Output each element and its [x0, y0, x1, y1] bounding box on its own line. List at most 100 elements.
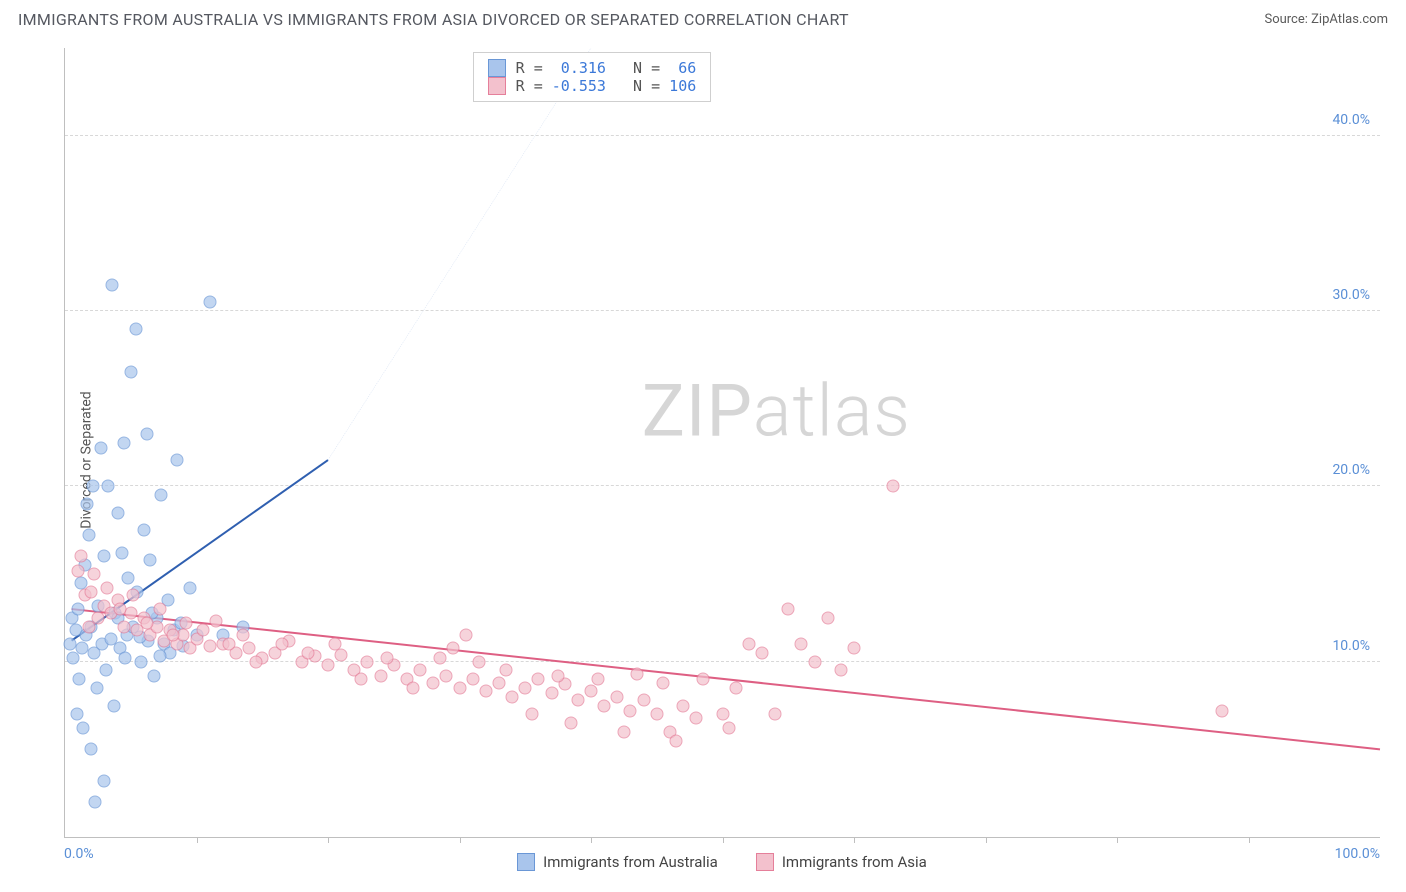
data-point — [670, 734, 683, 747]
x-tick — [197, 837, 198, 843]
x-tick — [854, 837, 855, 843]
correlation-row: R = -0.553 N = 106 — [488, 77, 697, 95]
data-point — [153, 650, 166, 663]
data-point — [73, 673, 86, 686]
data-point — [834, 664, 847, 677]
data-point — [466, 673, 479, 686]
x-axis-min-label: 0.0% — [64, 846, 94, 862]
data-point — [89, 795, 102, 808]
data-point — [101, 582, 114, 595]
data-point — [118, 620, 131, 633]
data-point — [499, 664, 512, 677]
data-point — [361, 655, 374, 668]
data-point — [130, 322, 143, 335]
data-point — [328, 638, 341, 651]
data-point — [90, 681, 103, 694]
data-point — [427, 676, 440, 689]
data-point — [821, 611, 834, 624]
data-point — [249, 655, 262, 668]
data-point — [98, 550, 111, 563]
data-point — [545, 687, 558, 700]
y-tick-label: 20.0% — [1332, 462, 1370, 478]
data-point — [519, 681, 532, 694]
data-point — [197, 624, 210, 637]
data-point — [769, 708, 782, 721]
data-point — [848, 641, 861, 654]
data-point — [637, 694, 650, 707]
data-point — [354, 673, 367, 686]
data-point — [322, 659, 335, 672]
legend-swatch — [488, 59, 506, 77]
data-point — [433, 652, 446, 665]
data-point — [755, 646, 768, 659]
data-point — [102, 480, 115, 493]
x-tick — [1249, 837, 1250, 843]
data-point — [135, 655, 148, 668]
y-tick-label: 40.0% — [1332, 112, 1370, 128]
data-point — [107, 699, 120, 712]
data-point — [148, 669, 161, 682]
data-point — [70, 708, 83, 721]
data-point — [77, 722, 90, 735]
data-point — [473, 655, 486, 668]
data-point — [82, 620, 95, 633]
data-point — [166, 629, 179, 642]
data-point — [696, 673, 709, 686]
data-point — [460, 629, 473, 642]
data-point — [446, 641, 459, 654]
data-point — [650, 708, 663, 721]
data-point — [210, 615, 223, 628]
data-point — [72, 564, 85, 577]
data-point — [407, 681, 420, 694]
data-point — [66, 652, 79, 665]
data-point — [742, 638, 755, 651]
data-point — [140, 427, 153, 440]
legend-swatch — [517, 853, 535, 871]
data-point — [453, 681, 466, 694]
y-tick-label: 30.0% — [1332, 287, 1370, 303]
legend-item: Immigrants from Australia — [517, 853, 718, 871]
data-point — [82, 529, 95, 542]
data-point — [506, 690, 519, 703]
data-point — [85, 585, 98, 598]
x-tick — [723, 837, 724, 843]
data-point — [203, 639, 216, 652]
data-point — [414, 664, 427, 677]
data-point — [98, 774, 111, 787]
data-point — [99, 664, 112, 677]
data-point — [236, 629, 249, 642]
x-tick — [986, 837, 987, 843]
data-point — [617, 725, 630, 738]
data-point — [552, 669, 565, 682]
x-tick — [328, 837, 329, 843]
data-point — [86, 480, 99, 493]
x-tick — [591, 837, 592, 843]
bottom-legend: Immigrants from Australia Immigrants from… — [64, 844, 1380, 880]
data-point — [598, 699, 611, 712]
data-point — [479, 685, 492, 698]
data-point — [119, 652, 132, 665]
data-point — [585, 685, 598, 698]
data-point — [440, 669, 453, 682]
chart-container: Divorced or Separated ZIPatlas 10.0%20.0… — [18, 40, 1388, 880]
data-point — [223, 638, 236, 651]
data-point — [115, 546, 128, 559]
legend-label: Immigrants from Asia — [782, 853, 927, 871]
data-point — [124, 366, 137, 379]
data-point — [525, 708, 538, 721]
y-tick-label: 10.0% — [1332, 638, 1370, 654]
data-point — [203, 296, 216, 309]
legend-swatch — [488, 77, 506, 95]
data-point — [624, 704, 637, 717]
data-point — [122, 571, 135, 584]
data-point — [106, 278, 119, 291]
data-point — [887, 480, 900, 493]
legend-swatch — [756, 853, 774, 871]
legend-item: Immigrants from Asia — [756, 853, 927, 871]
data-point — [144, 553, 157, 566]
data-point — [492, 676, 505, 689]
data-point — [183, 582, 196, 595]
x-axis-max-label: 100.0% — [1335, 846, 1380, 862]
data-point — [94, 441, 107, 454]
data-point — [72, 603, 85, 616]
